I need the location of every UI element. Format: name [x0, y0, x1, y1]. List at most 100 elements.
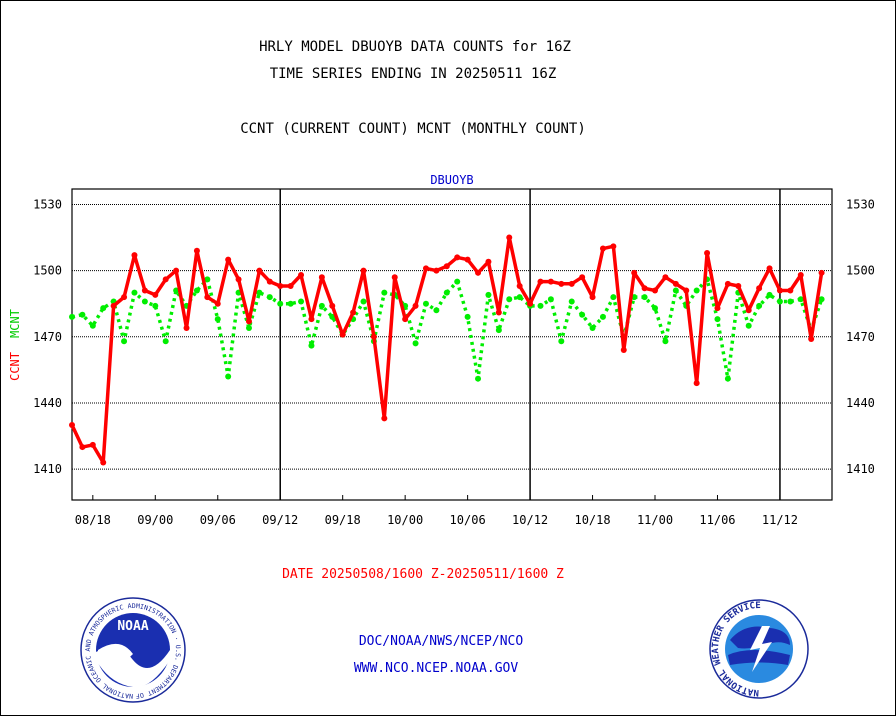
- mcnt-point: [256, 289, 263, 296]
- mcnt-point: [266, 294, 273, 301]
- mcnt-point: [360, 298, 367, 305]
- mcnt-point: [537, 302, 544, 309]
- x-tick-label: 10/18: [574, 513, 610, 527]
- chart-title-line2: TIME SERIES ENDING IN 20250511 16Z: [270, 66, 557, 82]
- mcnt-point: [766, 291, 773, 298]
- ccnt-point: [558, 280, 565, 287]
- ccnt-point: [547, 278, 554, 285]
- y-tick-label-left: 1530: [33, 197, 62, 211]
- y-tick-label-right: 1410: [846, 462, 875, 476]
- ccnt-point: [121, 294, 128, 301]
- ccnt-point: [245, 318, 252, 325]
- ccnt-point: [787, 287, 794, 294]
- ccnt-point: [183, 324, 190, 331]
- ccnt-point: [235, 276, 242, 283]
- mcnt-point: [485, 291, 492, 298]
- mcnt-point: [89, 322, 96, 329]
- mcnt-point: [787, 298, 794, 305]
- ccnt-point: [370, 333, 377, 340]
- mcnt-point: [100, 305, 107, 312]
- ccnt-point: [100, 459, 107, 466]
- ccnt-point: [735, 283, 742, 290]
- ccnt-point: [318, 274, 325, 281]
- mcnt-point: [776, 298, 783, 305]
- x-tick-label: 09/12: [262, 513, 298, 527]
- ccnt-point: [454, 254, 461, 261]
- ccnt-point: [599, 245, 606, 252]
- mcnt-point: [652, 305, 659, 312]
- grid-lines: [72, 189, 832, 500]
- mcnt-point: [79, 311, 86, 318]
- mcnt-point: [516, 294, 523, 301]
- mcnt-point: [589, 324, 596, 331]
- y-axis-ticks: 1410 1410 1440 1440 1470 1470 1500 1500 1530 1530: [33, 197, 875, 476]
- ccnt-point: [464, 256, 471, 263]
- ccnt-point: [433, 267, 440, 274]
- x-tick-label: 10/06: [450, 513, 486, 527]
- chart-title-line3: CCNT (CURRENT COUNT) MCNT (MONTHLY COUNT…: [240, 121, 586, 137]
- ccnt-point: [776, 287, 783, 294]
- mcnt-point: [131, 289, 138, 296]
- mcnt-point: [641, 294, 648, 301]
- svg-text:CCNTMCNT: CCNT MCNT: [8, 309, 22, 381]
- mcnt-point: [162, 338, 169, 345]
- ccnt-point: [495, 309, 502, 316]
- ccnt-point: [214, 300, 221, 307]
- mcnt-point: [756, 302, 763, 309]
- ccnt-point: [256, 267, 263, 274]
- ccnt-point: [443, 263, 450, 270]
- mcnt-point: [454, 278, 461, 285]
- ccnt-point: [402, 316, 409, 323]
- ccnt-point: [589, 294, 596, 301]
- x-tick-label: 11/06: [699, 513, 735, 527]
- noaa-logo-text: NOAA: [117, 619, 148, 634]
- website-link[interactable]: WWW.NCO.NCEP.NOAA.GOV: [354, 661, 519, 676]
- date-range-label: DATE 20250508/1600 Z-20250511/1600 Z: [282, 567, 564, 582]
- ccnt-point: [79, 444, 86, 451]
- mcnt-point: [329, 313, 336, 320]
- x-tick-label: 09/00: [137, 513, 173, 527]
- ccnt-point: [704, 249, 711, 256]
- mcnt-point: [141, 298, 148, 305]
- mcnt-point: [318, 302, 325, 309]
- mcnt-point: [412, 340, 419, 347]
- mcnt-point: [433, 307, 440, 314]
- ccnt-point: [266, 278, 273, 285]
- x-tick-label: 09/18: [325, 513, 361, 527]
- y-axis-label-ccnt: CCNT: [8, 352, 22, 381]
- org-label[interactable]: DOC/NOAA/NWS/NCEP/NCO: [359, 634, 524, 649]
- ccnt-point: [141, 287, 148, 294]
- ccnt-point: [756, 285, 763, 292]
- mcnt-point: [152, 302, 159, 309]
- x-tick-label: 10/12: [512, 513, 548, 527]
- y-axis-label: CCNT MCNT: [8, 309, 22, 381]
- ccnt-point: [724, 280, 731, 287]
- y-tick-label-right: 1500: [846, 264, 875, 278]
- ccnt-point: [818, 269, 825, 276]
- mcnt-point: [277, 300, 284, 307]
- ccnt-point: [110, 302, 117, 309]
- mcnt-point: [745, 322, 752, 329]
- ccnt-point: [381, 415, 388, 422]
- ccnt-point: [360, 267, 367, 274]
- ccnt-point: [162, 276, 169, 283]
- ccnt-point: [683, 287, 690, 294]
- ccnt-point: [641, 285, 648, 292]
- mcnt-point: [506, 296, 513, 303]
- series-layer: [69, 234, 825, 466]
- mcnt-point: [204, 276, 211, 283]
- y-tick-label-right: 1470: [846, 330, 875, 344]
- ccnt-point: [620, 347, 627, 354]
- ccnt-point: [173, 267, 180, 274]
- mcnt-point: [381, 289, 388, 296]
- ccnt-point: [69, 422, 75, 429]
- mcnt-point: [214, 316, 221, 323]
- nws-logo[interactable]: NATIONAL WEATHER SERVICE: [709, 599, 809, 699]
- ccnt-point: [485, 258, 492, 265]
- mcnt-point: [599, 313, 606, 320]
- chart-title-line1: HRLY MODEL DBUOYB DATA COUNTS for 16Z: [259, 39, 571, 55]
- ccnt-point: [329, 302, 336, 309]
- mcnt-point: [610, 294, 617, 301]
- ccnt-point: [527, 300, 534, 307]
